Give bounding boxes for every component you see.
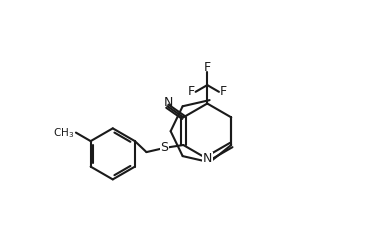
Text: N: N [164,96,173,109]
Text: CH$_3$: CH$_3$ [52,126,74,139]
Text: F: F [187,85,195,98]
Text: S: S [160,141,168,154]
Text: F: F [220,85,227,98]
Text: N: N [203,152,212,165]
Text: F: F [204,61,211,73]
